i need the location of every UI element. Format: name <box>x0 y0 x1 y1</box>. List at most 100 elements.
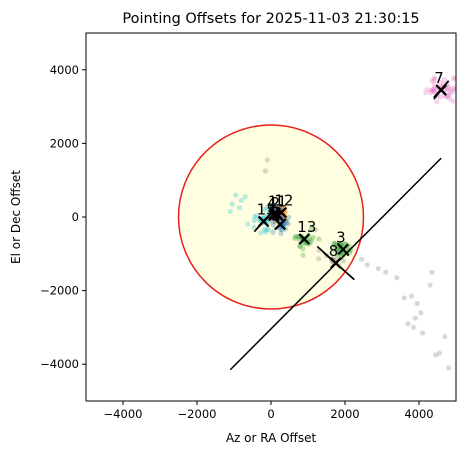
x-tick-label: −2000 <box>178 407 217 421</box>
scatter-point <box>434 99 440 105</box>
scatter-point <box>270 222 276 228</box>
scatter-point <box>446 84 452 91</box>
scatter-point <box>446 365 452 371</box>
centroid-x-marker <box>257 215 270 228</box>
y-tick-label: −2000 <box>40 284 79 298</box>
scatter-point <box>227 208 233 215</box>
centroid-x-marker <box>337 243 349 256</box>
x-tick-label: −4000 <box>104 407 143 421</box>
axis-ticks: −4000 −2000 0 2000 4000 −4000 −2000 0 2000 4000 <box>40 63 434 421</box>
scatter-point <box>437 94 443 100</box>
scatter-point <box>279 203 285 209</box>
scatter-point <box>442 334 448 340</box>
scatter-point <box>251 217 257 224</box>
y-tick-label: 0 <box>72 210 79 224</box>
scatter-point <box>236 205 243 211</box>
pointing-label: 2 <box>271 194 281 212</box>
scatter-point <box>412 315 418 321</box>
scatter-point <box>428 87 434 94</box>
scatter-point <box>334 247 341 253</box>
scatter-point <box>331 241 338 247</box>
scatter-point <box>261 227 268 233</box>
scatter-point <box>265 227 272 233</box>
pointing-label: 8 <box>329 242 339 260</box>
scatter-point <box>285 221 291 227</box>
scatter-point <box>258 230 264 236</box>
pointing-label: 4 <box>267 195 277 213</box>
pointing-label: 15 <box>257 200 276 218</box>
y-tick-label: −4000 <box>40 357 79 371</box>
scatter-point <box>272 202 278 208</box>
pointing-label: 13 <box>297 218 316 236</box>
centroid-x-marker <box>271 209 284 221</box>
scatter-point <box>409 293 415 299</box>
scatter-point <box>251 224 257 230</box>
scatter-point <box>333 240 339 247</box>
scatter-point <box>447 89 453 95</box>
scatter-point <box>333 248 339 255</box>
scatter-point <box>432 85 438 91</box>
scatter-point <box>264 157 270 163</box>
scatter-point <box>424 86 430 93</box>
centroid-x-marker <box>274 218 287 231</box>
scatter-point <box>383 269 389 275</box>
scatter-point <box>449 88 456 95</box>
scatter-point <box>233 192 239 198</box>
pointing-label: 1 <box>273 203 283 221</box>
scatter-point <box>441 76 448 83</box>
scatter-point <box>432 76 438 82</box>
scatter-point <box>294 233 300 240</box>
scatter-point <box>308 237 315 243</box>
centroid-x-marker <box>329 257 342 269</box>
scatter-point <box>444 86 450 93</box>
y-tick-label: 4000 <box>50 63 79 77</box>
scatter-point <box>300 246 306 252</box>
scatter-point <box>427 90 434 96</box>
scatter-point <box>433 352 439 358</box>
x-axis-label: Az or RA Offset <box>226 431 317 445</box>
scatter-point <box>420 330 426 336</box>
scatter-point <box>429 269 435 275</box>
scatter-point <box>418 310 424 316</box>
scatter-point <box>341 241 347 247</box>
scatter-point <box>263 229 269 235</box>
pointing-label: 11 <box>268 192 287 210</box>
scatter-point <box>431 82 437 88</box>
scatter-point <box>429 78 435 84</box>
scatter-point <box>410 324 417 330</box>
chart-title: Pointing Offsets for 2025-11-03 21:30:15 <box>122 11 419 27</box>
scatter-point <box>316 236 322 242</box>
scatter-point <box>270 229 276 235</box>
scatter-point <box>245 221 251 227</box>
scatter-point <box>331 245 338 252</box>
scatter-point <box>253 213 260 219</box>
scatter-point <box>437 80 444 86</box>
scatter-point <box>310 234 316 240</box>
scatter-point <box>375 265 381 272</box>
scatter-point <box>300 252 306 258</box>
scatter-point <box>292 235 298 241</box>
y-tick-label: 2000 <box>50 136 79 150</box>
scatter-point <box>266 219 273 225</box>
scatter-point <box>436 350 442 356</box>
pointing-label: 3 <box>336 228 346 246</box>
centroid-x-marker <box>435 84 447 96</box>
scatter-point <box>238 197 244 204</box>
scatter-point <box>252 214 258 220</box>
scatter-point <box>292 233 298 240</box>
scatter-point <box>450 76 456 82</box>
scatter-point <box>331 240 337 246</box>
scatter-point <box>308 225 314 232</box>
scatter-point <box>242 194 248 200</box>
scatter-point <box>283 220 290 226</box>
scatter-point <box>264 226 270 232</box>
scatter-point <box>431 75 437 81</box>
scatter-point <box>430 86 437 92</box>
scatter-point <box>452 86 456 92</box>
scatter-point <box>401 295 407 301</box>
scatter-point <box>431 78 437 84</box>
scatter-point <box>261 207 267 213</box>
y-axis-label: El or Dec Offset <box>9 170 23 264</box>
scatter-point <box>262 168 269 174</box>
